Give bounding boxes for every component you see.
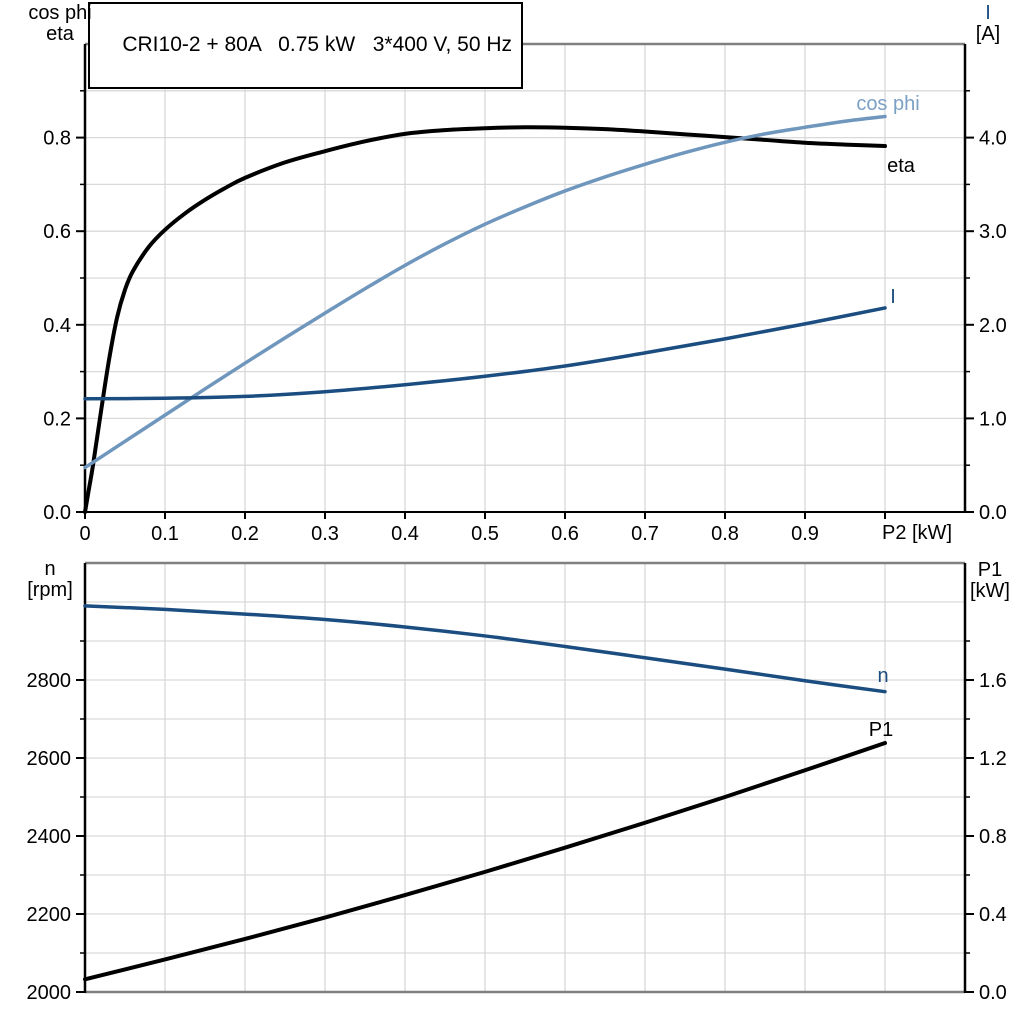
- svg-text:n: n: [877, 665, 888, 687]
- svg-text:0.8: 0.8: [711, 523, 739, 545]
- axis-header-line: cos phi: [28, 2, 92, 24]
- axis-header-speed: n [rpm]: [16, 559, 84, 601]
- svg-text:eta: eta: [887, 155, 916, 177]
- svg-text:1.0: 1.0: [979, 408, 1007, 430]
- axis-header-current: I [A]: [955, 3, 1021, 45]
- chart-1: 2000 2200 2400 2600 2800 0.0 0.4 0.8 1.2 1.6 n P1: [27, 561, 1007, 1004]
- I-curve: [83, 306, 887, 401]
- eta-curve-label: eta: [887, 155, 916, 177]
- svg-text:0.4: 0.4: [979, 904, 1007, 926]
- svg-text:2.0: 2.0: [979, 315, 1007, 337]
- svg-text:4.0: 4.0: [979, 128, 1007, 150]
- gridlines: [85, 563, 965, 992]
- svg-text:3.0: 3.0: [979, 221, 1007, 243]
- axis-header-line: [kW]: [970, 580, 1010, 602]
- svg-text:2400: 2400: [27, 826, 72, 848]
- svg-text:0.2: 0.2: [231, 523, 259, 545]
- axis-header-line: I: [985, 2, 991, 24]
- tick-labels: 2000 2200 2400 2600 2800 0.0 0.4 0.8 1.2 1.6: [27, 670, 1007, 1004]
- svg-text:P1: P1: [869, 719, 893, 741]
- axis-header-power-input: P1 [kW]: [957, 560, 1023, 602]
- svg-text:0.5: 0.5: [471, 523, 499, 545]
- axis-header-line: P1: [977, 559, 1003, 581]
- plot-borders: [83, 561, 967, 994]
- axis-ticks: [76, 640, 974, 993]
- svg-text:0.8: 0.8: [43, 128, 71, 150]
- svg-text:1.2: 1.2: [979, 748, 1007, 770]
- svg-text:0: 0: [79, 523, 90, 545]
- svg-text:0.2: 0.2: [43, 408, 71, 430]
- axis-header-cosphi-eta: cos phi eta: [2, 3, 118, 45]
- svg-text:cos phi: cos phi: [856, 93, 919, 115]
- eta-curve: [83, 125, 887, 514]
- svg-text:0.9: 0.9: [791, 523, 819, 545]
- svg-text:0.0: 0.0: [43, 502, 71, 524]
- svg-text:0.0: 0.0: [979, 982, 1007, 1004]
- P1-curve: [83, 740, 887, 982]
- svg-text:2600: 2600: [27, 748, 72, 770]
- axis-header-line: [A]: [975, 23, 1001, 45]
- svg-text:0.0: 0.0: [979, 502, 1007, 524]
- chart-title: CRI10-2 + 80A 0.75 kW 3*400 V, 50 Hz: [122, 33, 513, 56]
- I-curve-label: I: [890, 286, 896, 308]
- P1-curve-label: P1: [869, 719, 893, 741]
- svg-text:I: I: [890, 286, 896, 308]
- cos-phi-curve-label: cos phi: [856, 93, 919, 115]
- svg-text:0.4: 0.4: [391, 523, 419, 545]
- tick-labels: 0 0.1 0.2 0.3 0.4 0.5 0.6 0.7 0.8 0.9 0.0 0.2 0.4 0.6…: [43, 128, 1007, 545]
- svg-text:2800: 2800: [27, 670, 72, 692]
- axis-header-line: eta: [46, 23, 74, 45]
- svg-text:0.6: 0.6: [551, 523, 579, 545]
- axis-header-line: n: [44, 558, 56, 580]
- svg-text:P2 [kW]: P2 [kW]: [882, 522, 952, 544]
- svg-text:0.3: 0.3: [311, 523, 339, 545]
- cos-phi-curve: [83, 114, 887, 470]
- svg-text:0.6: 0.6: [43, 221, 71, 243]
- svg-text:0.8: 0.8: [979, 826, 1007, 848]
- n-curve: [83, 604, 887, 694]
- chart-title-box: CRI10-2 + 80A 0.75 kW 3*400 V, 50 Hz: [88, 2, 524, 89]
- svg-text:1.6: 1.6: [979, 670, 1007, 692]
- n-curve-label: n: [877, 665, 888, 687]
- svg-text:2200: 2200: [27, 904, 72, 926]
- axis-header-line: [rpm]: [27, 579, 73, 601]
- gridlines: [85, 44, 965, 512]
- svg-text:2000: 2000: [27, 982, 72, 1004]
- chart-0: 0 0.1 0.2 0.3 0.4 0.5 0.6 0.7 0.8 0.9 0.0 0.2 0.4 0.6…: [43, 42, 1007, 545]
- svg-text:0.4: 0.4: [43, 315, 71, 337]
- svg-text:0.7: 0.7: [631, 523, 659, 545]
- x-axis-unit-label: P2 [kW]: [882, 522, 952, 544]
- axis-ticks: [76, 90, 974, 519]
- svg-text:0.1: 0.1: [151, 523, 179, 545]
